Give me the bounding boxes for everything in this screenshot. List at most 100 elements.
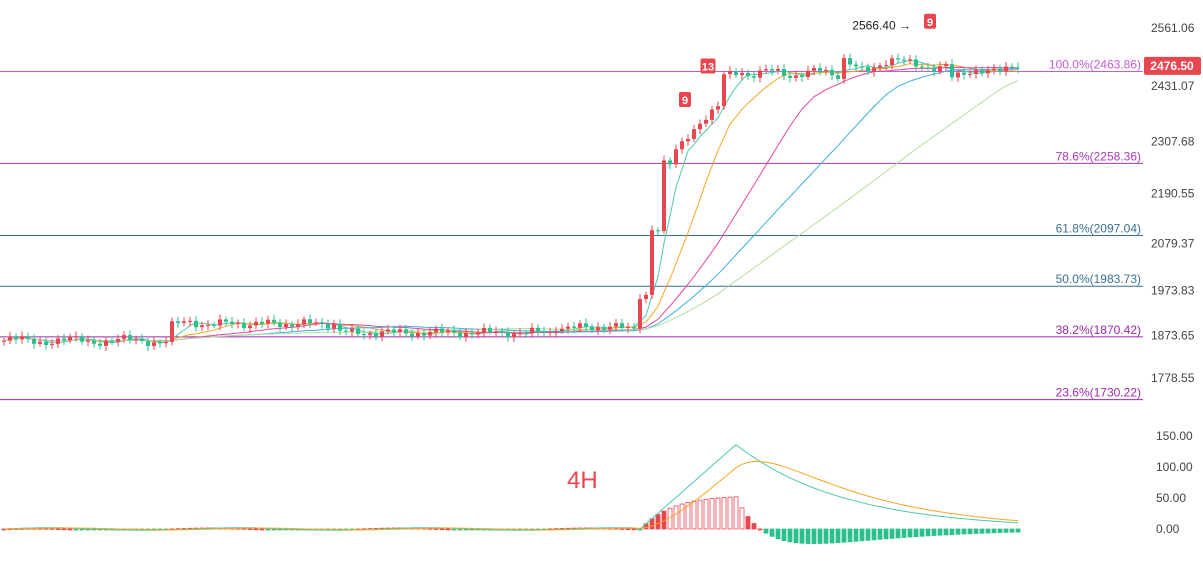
candle-body (740, 72, 744, 76)
candle (800, 72, 804, 82)
candle (740, 67, 744, 80)
candle (500, 328, 504, 336)
candle (518, 328, 522, 337)
candle-body (302, 319, 306, 325)
candle (128, 330, 132, 344)
candle-body (746, 72, 750, 77)
candle-body (362, 334, 366, 336)
candle (464, 328, 468, 342)
fib-label: 61.8%(2097.04) (1056, 222, 1141, 236)
candle (956, 69, 960, 82)
candle-body (788, 75, 792, 78)
candle-body (398, 329, 402, 333)
candle-body (998, 68, 1002, 72)
candle (56, 334, 60, 349)
candle-body (116, 338, 120, 342)
macd-histogram-bar (715, 497, 721, 530)
macd-histogram-bar (85, 528, 91, 531)
macd-histogram-bar (757, 528, 763, 531)
macd-histogram-bar (931, 528, 937, 536)
candle (818, 63, 822, 76)
candle (512, 330, 516, 342)
candle-body (848, 58, 852, 65)
candle-body (296, 324, 300, 327)
macd-histogram-bar (817, 528, 823, 544)
candle-body (722, 74, 726, 107)
candle-body (506, 332, 510, 338)
candle (206, 320, 210, 331)
candle-body (638, 298, 642, 329)
candle-body (890, 58, 894, 66)
candle-body (212, 324, 216, 326)
candle (620, 318, 624, 332)
candle (908, 54, 912, 64)
candle (224, 316, 228, 326)
candle (296, 319, 300, 331)
candle (116, 334, 120, 347)
candle-body (500, 331, 504, 333)
macd-histogram-bar (943, 528, 949, 536)
macd-histogram-bar (907, 528, 913, 538)
macd-histogram-bar (445, 528, 451, 531)
candle-body (254, 321, 258, 326)
candle-body (248, 325, 252, 329)
candle-body (380, 331, 384, 337)
candle-body (236, 322, 240, 324)
candle-body (104, 340, 108, 346)
candle-body (188, 320, 192, 322)
macd-histogram-bar (799, 528, 805, 544)
macd-histogram-bar (451, 528, 457, 531)
candle (266, 315, 270, 329)
macd-histogram-bar (631, 528, 637, 531)
macd-histogram-bar (259, 528, 265, 531)
macd-histogram-bar (847, 528, 853, 543)
signal-markers: 9 13 9 (679, 13, 936, 108)
candle (608, 321, 612, 335)
candle (362, 329, 366, 340)
macd-histogram-bar (703, 498, 709, 530)
candle-body (962, 72, 966, 75)
candle (338, 319, 342, 336)
candle-body (926, 67, 930, 69)
candle-body (428, 332, 432, 336)
macd-histogram-bar (265, 528, 271, 531)
candle (278, 318, 282, 332)
candle (572, 321, 576, 332)
candle (446, 327, 450, 336)
candle-body (332, 323, 336, 329)
candle-body (902, 59, 906, 61)
candle (710, 105, 714, 125)
candle-body (938, 66, 942, 72)
candle-body (590, 326, 594, 331)
candle-body (650, 230, 654, 295)
macd-histogram-bar (1009, 528, 1015, 533)
candle (200, 321, 204, 331)
macd-histogram-bar (925, 528, 931, 537)
macd-histogram-bar (439, 528, 445, 531)
candle (944, 61, 948, 72)
candle (50, 339, 54, 349)
ma-line (3, 60, 1019, 344)
moving-averages (3, 60, 1019, 344)
candle (728, 66, 732, 80)
candle (968, 70, 972, 79)
fib-labels: 100.0%(2463.86) 78.6%(2258.36) 61.8%(2097.… (1049, 57, 1141, 399)
candle (674, 144, 678, 169)
candle-body (782, 68, 786, 76)
candle-body (608, 326, 612, 330)
macd-histogram-bar (679, 503, 685, 530)
candle (770, 64, 774, 76)
macd-histogram-bar (751, 523, 757, 530)
macd-histogram-bar (1003, 528, 1009, 533)
candle (860, 61, 864, 72)
candle-body (950, 64, 954, 78)
candle-body (62, 338, 66, 341)
candle-body (38, 341, 42, 344)
candle-body (662, 160, 666, 232)
candle-body (110, 340, 114, 342)
macd-histogram-bar (919, 528, 925, 537)
price-tick-label: 2190.55 (1151, 187, 1195, 201)
macd-histogram-bar (865, 528, 871, 541)
current-price-value: 2476.50 (1150, 59, 1194, 73)
